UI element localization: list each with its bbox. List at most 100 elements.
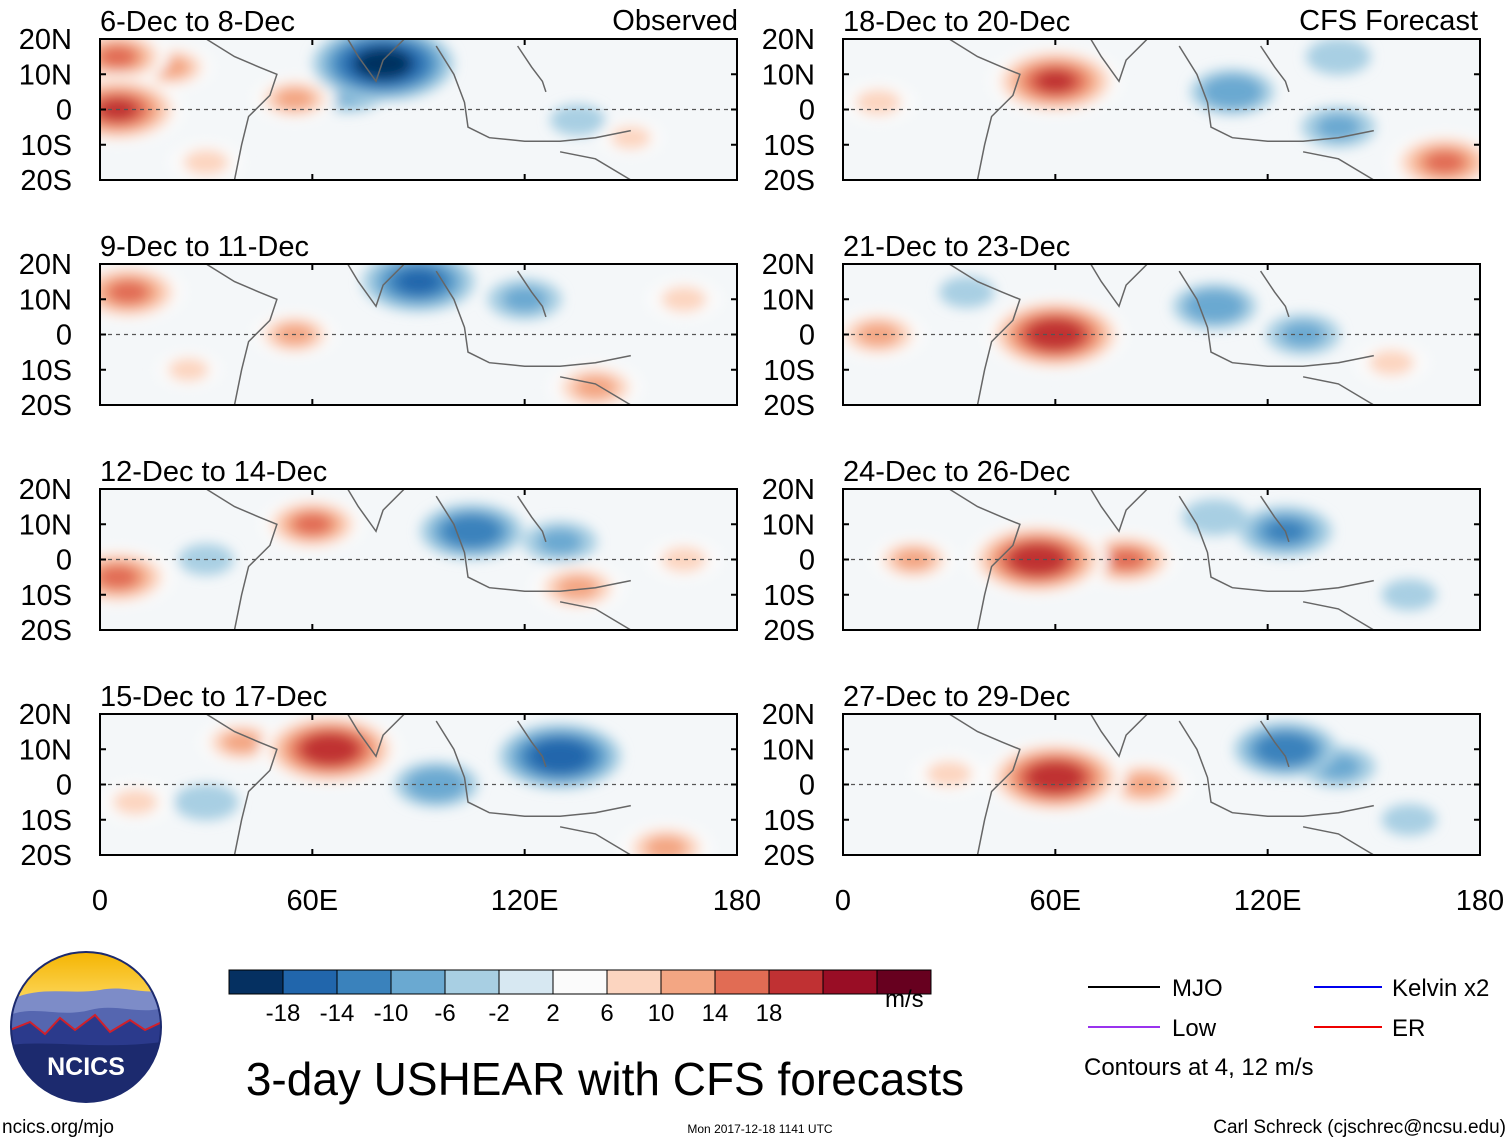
legend-mjo-label: MJO (1172, 975, 1223, 1002)
panel-title: 12-Dec to 14-Dec (100, 456, 327, 488)
shear-blob (550, 104, 606, 136)
shear-blob (100, 565, 138, 589)
coastline (1178, 45, 1374, 142)
lat-label: 20N (19, 699, 72, 731)
coastline (435, 720, 631, 817)
shear-blob (452, 520, 491, 542)
colorbar-tick-label: 2 (546, 1000, 559, 1027)
shear-blob (311, 738, 349, 760)
colorbar-tick-label: -2 (488, 1000, 509, 1027)
coastline (948, 264, 1021, 405)
shear-blob (1036, 324, 1074, 345)
shear-blob (1424, 151, 1465, 174)
logo-text: NCICS (47, 1053, 125, 1081)
lat-label: 0 (799, 770, 815, 802)
lat-label: 20S (763, 840, 815, 872)
lat-label: 10S (763, 130, 815, 162)
shear-blob (926, 761, 972, 787)
lat-label: 10S (763, 805, 815, 837)
panel-title: 9-Dec to 11-Dec (100, 231, 309, 263)
footer-author: Carl Schreck (cjschrec@ncsu.edu) (1213, 1117, 1506, 1138)
shear-blob (855, 89, 901, 116)
contour-legend: MJO Kelvin x2 Low ER Contours at 4, 12 m… (1084, 975, 1489, 1081)
shear-blob (1036, 767, 1074, 788)
lat-label: 10S (20, 580, 72, 612)
lat-label: 10N (19, 59, 72, 91)
lat-label: 10S (763, 355, 815, 387)
shear-blob (100, 45, 137, 68)
coastline (435, 270, 631, 367)
coastline (1259, 720, 1290, 768)
colorbar-swatch (876, 969, 932, 995)
shear-blob (112, 789, 158, 815)
coastline (1302, 601, 1375, 630)
coastline (559, 601, 632, 630)
shear-blob (556, 575, 599, 600)
coastline (435, 45, 631, 142)
coastline (205, 714, 278, 855)
shear-blob (1315, 114, 1362, 140)
lat-label: 20S (20, 840, 72, 872)
coastline (948, 39, 1021, 180)
lon-label: 120E (1234, 885, 1302, 917)
shear-blob (661, 546, 707, 573)
colorbar-tick-label: -6 (434, 1000, 455, 1027)
shear-blob (574, 375, 617, 400)
coastline (205, 264, 278, 405)
colorbar-swatch (498, 969, 554, 995)
shear-blob (185, 790, 227, 814)
coastline (205, 39, 278, 180)
coastline (347, 39, 406, 83)
colorbar-tick-label: -10 (374, 1000, 409, 1027)
shear-blob (1381, 578, 1437, 611)
colorbar: -18 -14 -10 -6 -2 2 6 10 14 18 (228, 969, 932, 1027)
shear-blob (222, 731, 261, 754)
coastline (516, 45, 547, 93)
colorbar-swatch (390, 969, 446, 995)
lat-label: 0 (799, 545, 815, 577)
colorbar-tick-label: 6 (600, 1000, 613, 1027)
coastline (347, 264, 406, 308)
colorbar-tick-label: 14 (702, 1000, 729, 1027)
legend-er-label: ER (1392, 1015, 1425, 1042)
coastline (559, 826, 632, 855)
shear-blob (1381, 803, 1437, 836)
panel-title: 21-Dec to 23-Dec (843, 231, 1070, 263)
shear-blob (610, 126, 652, 150)
coastline (948, 714, 1021, 855)
colorbar-swatch (768, 969, 824, 995)
coastline (1259, 270, 1290, 318)
lon-label: 60E (287, 885, 339, 917)
lat-label: 10N (19, 284, 72, 316)
shear-blob (108, 280, 149, 304)
coastline (1302, 151, 1375, 180)
panel-title: 24-Dec to 26-Dec (843, 456, 1070, 488)
colorbar-swatch (552, 969, 608, 995)
panel-background (843, 39, 1480, 180)
shear-blob (1318, 45, 1359, 69)
coastline (1259, 495, 1290, 543)
main-title: 3-day USHEAR with CFS forecasts (246, 1053, 964, 1105)
colorbar-swatch (228, 969, 284, 995)
shear-blob (1280, 321, 1326, 348)
shear-blob (1035, 70, 1075, 93)
shear-blob (939, 276, 995, 309)
coastline (347, 714, 406, 758)
shear-blob (1194, 505, 1235, 529)
colorbar-swatch (282, 969, 338, 995)
colorbar-swatch (606, 969, 662, 995)
lat-label: 20S (763, 165, 815, 197)
coastline (435, 495, 631, 592)
footer-url: ncics.org/mjo (2, 1117, 114, 1138)
lat-label: 0 (799, 95, 815, 127)
coastline (1259, 45, 1290, 93)
panel-title: 15-Dec to 17-Dec (100, 681, 327, 713)
legend-note: Contours at 4, 12 m/s (1084, 1054, 1313, 1081)
coastline (1090, 489, 1149, 533)
